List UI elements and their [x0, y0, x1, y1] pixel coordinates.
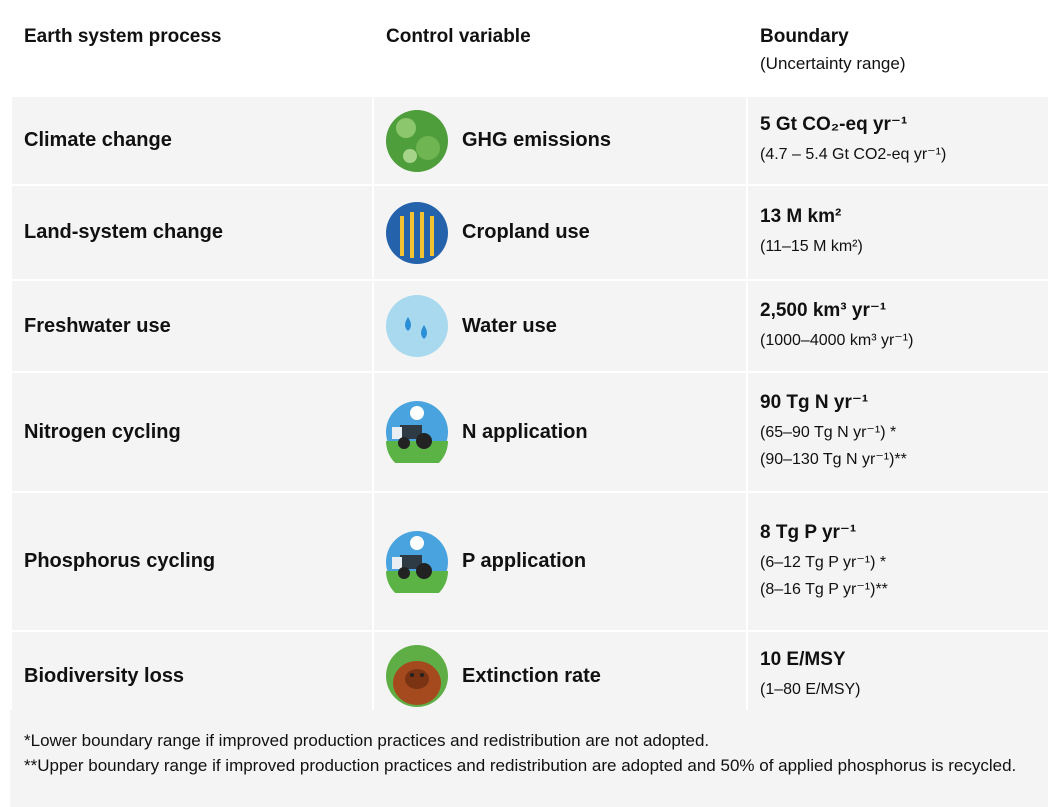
cell: Water use [374, 281, 746, 371]
variable-name: P application [462, 550, 586, 573]
icon [386, 202, 448, 264]
cell: Extinction rate [374, 632, 746, 720]
boundaries-table: Earth system process Control variable Bo… [10, 12, 1048, 722]
table-row: Climate change GHG emissions 5 Gt CO₂-eq y… [12, 97, 1048, 184]
table-row: Biodiversity loss Extinction rate 10 E/MSY… [12, 632, 1048, 720]
cell: 2,500 km³ yr⁻¹ (1000–4000 km³ yr⁻¹) [748, 281, 1048, 371]
uncertainty-range: (1–80 E/MSY) [760, 676, 1048, 703]
cell: 13 M km² (11–15 M km²) [748, 186, 1048, 279]
variable-name: Extinction rate [462, 665, 601, 688]
process-name: Phosphorus cycling [24, 550, 372, 573]
boundary-value: 90 Tg N yr⁻¹ [760, 391, 1048, 414]
cell: 5 Gt CO₂-eq yr⁻¹ (4.7 – 5.4 Gt CO2-eq yr⁻… [748, 97, 1048, 184]
control-variable: Cropland use [386, 202, 746, 264]
boundary-value: 5 Gt CO₂-eq yr⁻¹ [760, 113, 1048, 136]
uncertainty-range: (11–15 M km²) [760, 233, 1048, 260]
footnote: *Lower boundary range if improved produc… [24, 728, 1036, 753]
cell: 8 Tg P yr⁻¹ (6–12 Tg P yr⁻¹) *(8–16 Tg P … [748, 493, 1048, 630]
control-variable: Extinction rate [386, 645, 746, 707]
table-row: Phosphorus cycling P application 8 Tg P yr… [12, 493, 1048, 630]
table-row: Nitrogen cycling N application 90 Tg N yr⁻… [12, 373, 1048, 491]
table-row: Freshwater use Water use 2,500 km³ yr⁻¹ (10… [12, 281, 1048, 371]
header-variable: Control variable [386, 26, 746, 48]
header-cell: Boundary (Uncertainty range) [748, 14, 1048, 95]
cell: Cropland use [374, 186, 746, 279]
cell: GHG emissions [374, 97, 746, 184]
variable-name: Water use [462, 315, 557, 338]
header-row: Earth system process Control variable Bo… [12, 14, 1048, 95]
cell: P application [374, 493, 746, 630]
header-cell: Control variable [374, 14, 746, 95]
icon [386, 295, 448, 357]
process-name: Biodiversity loss [24, 665, 372, 688]
boundary-value: 8 Tg P yr⁻¹ [760, 521, 1048, 544]
cell: 10 E/MSY (1–80 E/MSY) [748, 632, 1048, 720]
variable-name: GHG emissions [462, 129, 611, 152]
control-variable: P application [386, 531, 746, 593]
uncertainty-range: (65–90 Tg N yr⁻¹) * [760, 419, 1048, 446]
cell: 90 Tg N yr⁻¹ (65–90 Tg N yr⁻¹) *(90–130 T… [748, 373, 1048, 491]
control-variable: GHG emissions [386, 110, 746, 172]
uncertainty-range: (4.7 – 5.4 Gt CO2-eq yr⁻¹) [760, 141, 1048, 168]
cell: Biodiversity loss [12, 632, 372, 720]
table-row: Land-system change Cropland use 13 M km² (1… [12, 186, 1048, 279]
process-name: Land-system change [24, 221, 372, 244]
variable-name: N application [462, 421, 588, 444]
uncertainty-range: (8–16 Tg P yr⁻¹)** [760, 576, 1048, 603]
boundary-value: 2,500 km³ yr⁻¹ [760, 299, 1048, 322]
icon [386, 645, 448, 707]
cell: Phosphorus cycling [12, 493, 372, 630]
footnote: **Upper boundary range if improved produ… [24, 753, 1036, 778]
icon [386, 110, 448, 172]
process-name: Climate change [24, 129, 372, 152]
page: Earth system process Control variable Bo… [0, 0, 1048, 807]
icon [386, 531, 448, 593]
header-process: Earth system process [24, 26, 372, 48]
cell: Freshwater use [12, 281, 372, 371]
header-cell: Earth system process [12, 14, 372, 95]
process-name: Freshwater use [24, 315, 372, 338]
footnotes: *Lower boundary range if improved produc… [10, 710, 1048, 807]
header-uncertainty: (Uncertainty range) [760, 54, 1048, 74]
variable-name: Cropland use [462, 221, 590, 244]
uncertainty-range: (1000–4000 km³ yr⁻¹) [760, 327, 1048, 354]
cell: Land-system change [12, 186, 372, 279]
uncertainty-range: (6–12 Tg P yr⁻¹) * [760, 549, 1048, 576]
control-variable: N application [386, 401, 746, 463]
icon [386, 401, 448, 463]
cell: N application [374, 373, 746, 491]
boundary-value: 10 E/MSY [760, 649, 1048, 671]
control-variable: Water use [386, 295, 746, 357]
process-name: Nitrogen cycling [24, 421, 372, 444]
cell: Nitrogen cycling [12, 373, 372, 491]
boundary-value: 13 M km² [760, 206, 1048, 228]
uncertainty-range: (90–130 Tg N yr⁻¹)** [760, 446, 1048, 473]
header-boundary: Boundary [760, 26, 1048, 48]
cell: Climate change [12, 97, 372, 184]
